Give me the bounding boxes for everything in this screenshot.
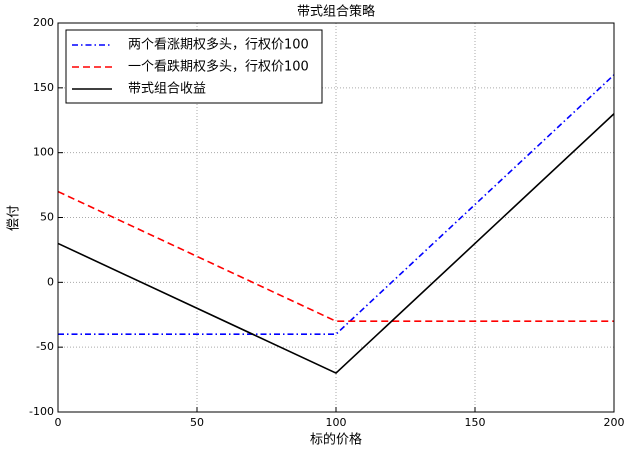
plot-frame xyxy=(57,22,615,413)
x-tick-label: 50 xyxy=(190,416,204,429)
y-tick-label: 150 xyxy=(33,81,54,94)
y-tick-label: 50 xyxy=(40,211,54,224)
legend-label: 一个看跌期权多头，行权价100 xyxy=(128,59,309,75)
y-tick-label: 200 xyxy=(33,16,54,29)
x-tick-label: 150 xyxy=(465,416,486,429)
x-tick-label: 200 xyxy=(604,416,625,429)
y-tick-label: 0 xyxy=(47,275,54,288)
legend-label: 两个看涨期权多头，行权价100 xyxy=(128,37,309,53)
x-tick-label: 0 xyxy=(55,416,62,429)
x-tick-label: 100 xyxy=(326,416,347,429)
chart-title: 带式组合策略 xyxy=(297,4,375,20)
series-line xyxy=(58,74,615,335)
y-tick-label: -100 xyxy=(29,405,54,418)
y-tick-label: 100 xyxy=(33,146,54,159)
x-axis-label: 标的价格 xyxy=(310,432,362,448)
y-tick-label: -50 xyxy=(36,340,54,353)
y-axis-label: 偿付 xyxy=(7,205,22,231)
series-line xyxy=(57,190,614,323)
legend-label: 带式组合收益 xyxy=(128,82,206,97)
series-line xyxy=(57,113,615,375)
